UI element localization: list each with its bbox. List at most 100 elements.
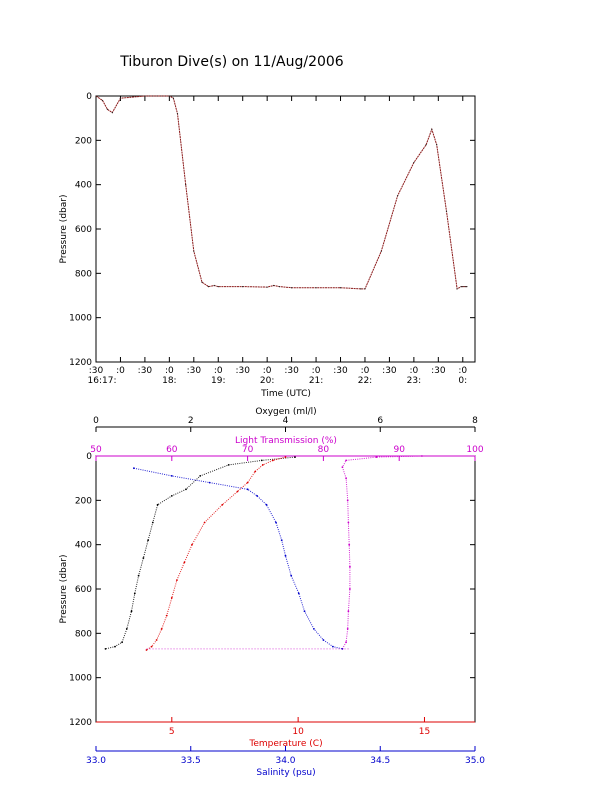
top-x-hour-label: 22: [358,376,372,386]
transmission-axis-label: Light Transmission (%) [235,436,337,446]
dive-pressure-point [185,184,187,186]
profile-point [142,557,145,559]
profile-point [260,459,263,462]
bottom-x-tick-label: 33.5 [181,756,201,766]
profile-point [272,459,274,462]
salinity-axis-label: Salinity (psu) [256,768,315,778]
dive-pressure-point [431,128,433,130]
bottom-y-tick-label: 1200 [69,718,92,728]
dive-pressure-point [456,288,458,290]
dive-pressure-point [291,287,293,289]
bottom-y-tick-label: 200 [75,496,92,506]
profile-point [191,543,193,546]
profile-point [170,597,173,599]
dive-pressure-point [460,286,462,288]
dive-pressure-point [106,108,109,110]
dive-pressure-point [101,99,104,102]
profile-point [275,521,277,524]
top-x-minute-label: :0 [214,366,223,376]
profile-point [236,490,239,493]
top-x-minute-label: :0 [263,366,272,376]
dive-pressure-point [436,144,438,146]
profile-point [133,592,136,595]
profile-point [297,592,300,595]
bottom-x-tick-label: 8 [472,416,478,426]
dive-pressure-point [360,288,362,290]
profile-point [150,645,153,648]
profile-point [125,628,128,630]
profile-point [246,488,249,491]
profile-point [265,503,268,506]
top-x-minute-label: :30 [138,366,153,376]
profile-point [421,455,423,457]
profile-point [349,588,351,590]
dive-pressure-point [278,286,280,288]
top-y-tick-label: 400 [75,181,92,191]
profile-point [346,499,349,502]
dive-pressure-point [464,286,466,288]
oxygen-axis-label: Oxygen (ml/l) [255,407,316,417]
bottom-x-tick-label: 2 [188,416,194,426]
dive-pressure-point [95,95,97,97]
top-y-tick-label: 0 [86,92,92,102]
dive-pressure-point [273,284,275,287]
bottom-y-axis: 0 200 400 600 800 1000 1200 [69,452,475,728]
top-x-minute-label: :30 [235,366,250,376]
profile-point [313,628,315,630]
dive-pressure-point [396,195,399,197]
top-y-tick-label: 1000 [69,314,92,324]
profile-trace [146,456,286,651]
profile-point [130,610,133,613]
dive-pressure-point [217,286,219,288]
temperature-axis-label: Temperature (C) [248,739,322,749]
dive-pressure-point [445,210,448,212]
bottom-x-tick-label: 80 [318,445,330,455]
top-y-tick-label: 600 [75,225,92,235]
dive-pressure-point [111,112,113,114]
bottom-x-tick-label: 90 [393,445,405,455]
top-x-minute-label: :30 [333,366,348,376]
dive-pressure-point [176,113,179,115]
profile-point [199,475,202,477]
profile-point [203,521,206,524]
top-y-axis-label: Pressure (dbar) [59,195,69,264]
top-x-minute-label: :0 [458,366,467,376]
top-x-hour-label: 0: [458,376,467,386]
top-x-hour-label: 16:17: [88,376,117,386]
profile-trace [133,467,343,650]
top-plot-frame [95,95,476,363]
profile-point [256,495,258,497]
profile-point [348,543,351,546]
top-y-tick-label: 800 [75,269,92,279]
bottom-x-tick-label: 35.0 [465,756,485,766]
profile-point [155,639,158,641]
top-x-minute-label: :0 [361,366,370,376]
bottom-y-tick-label: 400 [75,541,92,551]
profile-point [246,481,249,484]
profile-point [345,459,347,462]
top-x-minute-label: :30 [431,366,446,376]
profile-point [156,503,159,506]
bottom-x-tick-label: 0 [93,416,99,426]
bottom-plot-frame [95,455,476,723]
profile-point [375,456,378,458]
top-x-axis: :30:0:30:0:30:0:30:0:30:0:30:0:30:0:30:0… [88,96,467,386]
profile-point [280,539,283,542]
profile-point [290,574,293,577]
bottom-x-tick-label: 6 [377,416,383,426]
dive-pressure-point [207,286,210,288]
profile-point [147,539,150,542]
bottom-y-tick-label: 600 [75,585,92,595]
profile-point [332,645,334,648]
profile-trace [105,456,296,650]
top-y-axis: 0 200 400 600 800 1000 1200 [69,92,475,368]
dive-pressure-point [315,287,317,289]
profile-point [114,645,116,648]
top-y-tick-label: 200 [75,136,92,146]
profile-point [165,614,168,617]
profile-point [284,554,287,557]
bottom-x-tick-label: 70 [242,445,254,455]
profile-point [133,467,135,470]
dive-pressure-point [193,250,195,252]
